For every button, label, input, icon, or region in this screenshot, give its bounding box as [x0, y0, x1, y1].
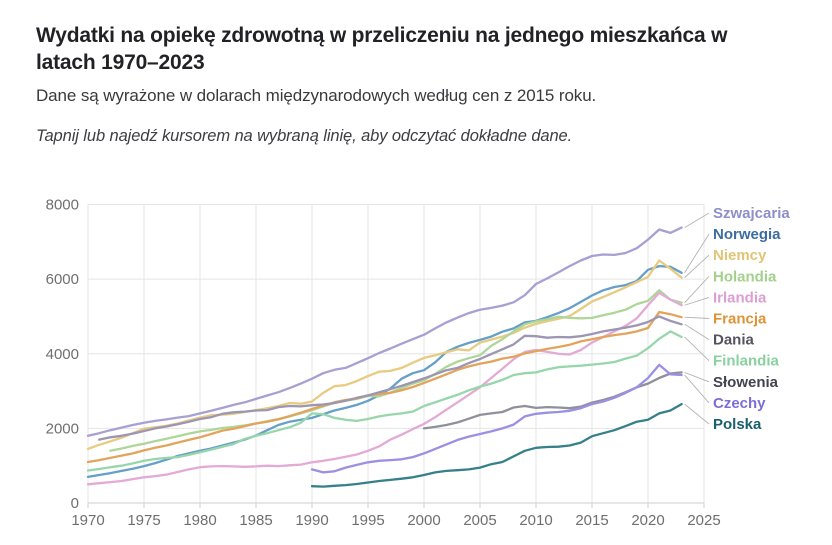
series-line-francja[interactable]	[86, 310, 683, 464]
chart-title: Wydatki na opiekę zdrowotną w przeliczen…	[36, 24, 728, 75]
chart-header: Wydatki na opiekę zdrowotną w przeliczen…	[36, 22, 796, 146]
legend-label-słowenia[interactable]: Słowenia	[713, 374, 779, 391]
x-axis-label-1980: 1980	[183, 512, 216, 529]
series-line-holandia[interactable]	[109, 289, 683, 452]
series-line-irlandia[interactable]	[86, 291, 683, 486]
legend-connector-niemcy	[684, 254, 710, 278]
legend-label-irlandia[interactable]: Irlandia	[713, 289, 767, 306]
series-line-finlandia[interactable]	[86, 330, 683, 472]
y-axis-label-2000: 2000	[46, 420, 79, 437]
x-axis-label-1985: 1985	[239, 512, 272, 529]
legend-label-szwajcaria[interactable]: Szwajcaria	[713, 205, 790, 222]
series-line-dania[interactable]	[98, 315, 683, 441]
chart-hint: Tapnij lub najedź kursorem na wybraną li…	[36, 126, 573, 145]
x-axis-label-2010: 2010	[519, 512, 552, 529]
x-axis-label-2020: 2020	[631, 512, 664, 529]
x-axis-label-1995: 1995	[351, 512, 384, 529]
x-axis-label-2025: 2025	[687, 512, 720, 529]
y-axis-label-0: 0	[71, 495, 79, 512]
x-axis-label-1975: 1975	[127, 512, 160, 529]
legend-label-francja[interactable]: Francja	[713, 311, 767, 328]
x-axis-label-2005: 2005	[463, 512, 496, 529]
series-line-szwajcaria[interactable]	[86, 226, 683, 437]
legend-connector-szwajcaria	[684, 212, 710, 229]
x-axis-label-1990: 1990	[295, 512, 328, 529]
series-line-polska[interactable]	[310, 402, 683, 488]
legend-label-niemcy[interactable]: Niemcy	[713, 247, 767, 264]
legend-connector-finlandia	[684, 336, 710, 362]
legend-label-finlandia[interactable]: Finlandia	[713, 353, 779, 370]
x-axis-label-2000: 2000	[407, 512, 440, 529]
legend-connector-holandia	[684, 275, 710, 303]
legend-connector-słowenia	[684, 371, 710, 383]
y-axis-label-6000: 6000	[46, 271, 79, 288]
y-axis-label-4000: 4000	[46, 346, 79, 363]
legend-label-polska[interactable]: Polska	[713, 416, 762, 433]
series-line-czechy[interactable]	[310, 363, 683, 474]
legend-connector-czechy	[684, 374, 710, 404]
series-line-niemcy[interactable]	[86, 259, 683, 451]
legend-connector-norwegia	[684, 233, 710, 274]
legend-connector-francja	[684, 316, 710, 319]
legend-label-norwegia[interactable]: Norwegia	[713, 226, 781, 243]
legend-label-holandia[interactable]: Holandia	[713, 268, 777, 285]
legend-label-dania[interactable]: Dania	[713, 332, 755, 349]
legend-connector-dania	[684, 323, 710, 340]
legend-connector-irlandia	[684, 296, 710, 306]
legend-connector-polska	[684, 403, 710, 425]
x-axis-label-2015: 2015	[575, 512, 608, 529]
y-axis-label-8000: 8000	[46, 197, 79, 214]
legend-label-czechy[interactable]: Czechy	[713, 395, 766, 412]
x-axis-label-1970: 1970	[71, 512, 104, 529]
chart-subtitle: Dane są wyrażone w dolarach międzynarodo…	[36, 85, 597, 105]
